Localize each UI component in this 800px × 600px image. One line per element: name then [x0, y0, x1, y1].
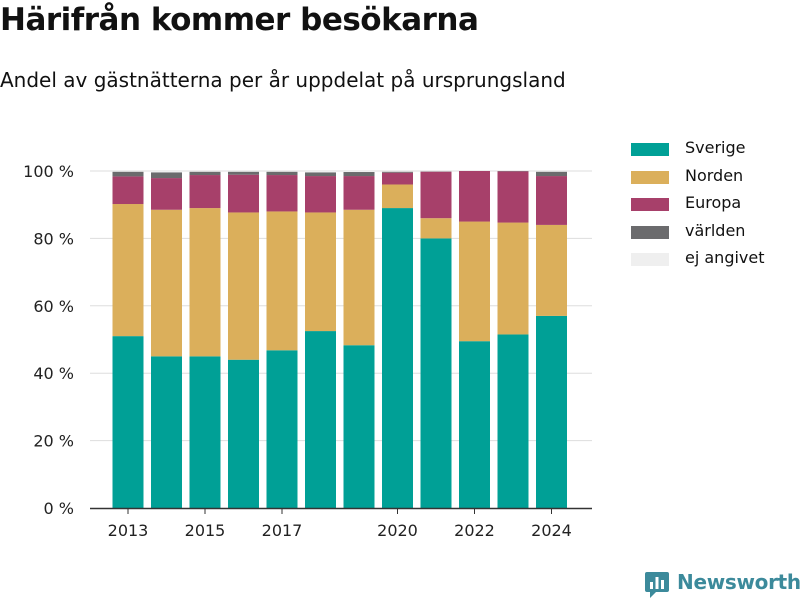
legend-swatch-norden	[631, 170, 669, 184]
bar-sverige-2018[interactable]	[305, 331, 336, 508]
bar-norden-2024[interactable]	[536, 224, 567, 316]
bar-europa-2024[interactable]	[536, 176, 567, 225]
bar-ej-angivet-2024[interactable]	[536, 171, 567, 172]
legend-label-sverige: Sverige	[685, 138, 746, 157]
bar-varlden-2016[interactable]	[228, 171, 259, 175]
legend-label-norden: Norden	[685, 165, 744, 185]
page-title: Härifrån kommer besökarna	[0, 2, 479, 38]
bar-ej-angivet-2016[interactable]	[228, 171, 259, 172]
bar-varlden-2024[interactable]	[536, 171, 567, 177]
bar-ej-angivet-2015[interactable]	[189, 171, 221, 172]
bar-europa-2019[interactable]	[343, 176, 375, 210]
x-tick-label: 2024	[531, 521, 572, 540]
page-subtitle: Andel av gästnätterna per år uppdelat på…	[0, 68, 566, 92]
legend-label-europa: Europa	[685, 193, 742, 212]
legend-swatch-ej-angivet	[631, 253, 669, 266]
bar-sverige-2015[interactable]	[189, 356, 221, 508]
x-tick-label: 2020	[377, 521, 418, 540]
bar-europa-2014[interactable]	[151, 178, 182, 210]
bar-ej-angivet-2019[interactable]	[343, 171, 375, 173]
bar-sverige-2014[interactable]	[151, 356, 182, 508]
legend-swatch-europa	[631, 198, 669, 211]
bar-norden-2014[interactable]	[151, 209, 182, 357]
y-tick-label: 100 %	[23, 162, 74, 181]
bar-norden-2023[interactable]	[497, 222, 529, 335]
newsworthy-logo-icon	[645, 572, 669, 598]
x-tick-label: 2022	[454, 521, 495, 540]
bar-sverige-2016[interactable]	[228, 359, 259, 508]
bar-sverige-2013[interactable]	[112, 336, 144, 508]
x-tick-label: 2017	[262, 521, 303, 540]
bar-sverige-2020[interactable]	[382, 208, 413, 508]
y-tick-label: 80 %	[33, 229, 74, 248]
x-tick-label: 2015	[185, 521, 226, 540]
legend-label-varlden: världen	[685, 220, 746, 240]
bar-varlden-2014[interactable]	[151, 172, 182, 179]
bar-varlden-2018[interactable]	[305, 172, 336, 177]
bar-sverige-2021[interactable]	[420, 238, 452, 508]
bar-ej-angivet-2014[interactable]	[151, 171, 182, 173]
bar-norden-2019[interactable]	[343, 209, 375, 346]
bar-norden-2013[interactable]	[112, 204, 144, 337]
bar-europa-2016[interactable]	[228, 174, 259, 213]
bar-europa-2021[interactable]	[420, 171, 452, 219]
brand-name: Newsworthy	[677, 570, 800, 594]
bar-norden-2017[interactable]	[266, 211, 298, 351]
bar-europa-2018[interactable]	[305, 176, 336, 213]
bar-norden-2022[interactable]	[459, 221, 490, 342]
bar-varlden-2017[interactable]	[266, 171, 298, 176]
bar-varlden-2015[interactable]	[189, 171, 221, 176]
bar-norden-2015[interactable]	[189, 208, 221, 357]
y-tick-label: 0 %	[44, 499, 74, 518]
legend-label-ej-angivet: ej angivet	[685, 248, 765, 267]
bar-europa-2015[interactable]	[189, 175, 221, 209]
y-tick-label: 40 %	[33, 364, 74, 383]
bar-varlden-2013[interactable]	[112, 171, 144, 177]
bar-sverige-2022[interactable]	[459, 341, 490, 508]
bar-europa-2023[interactable]	[497, 171, 529, 223]
y-tick-label: 20 %	[33, 432, 74, 451]
y-tick-label: 60 %	[33, 297, 74, 316]
bar-europa-2017[interactable]	[266, 175, 298, 212]
bar-europa-2020[interactable]	[382, 172, 413, 185]
bar-ej-angivet-2017[interactable]	[266, 171, 298, 172]
bar-sverige-2023[interactable]	[497, 334, 529, 508]
bar-norden-2020[interactable]	[382, 184, 413, 209]
bar-ej-angivet-2018[interactable]	[305, 171, 336, 173]
x-tick-label: 2013	[108, 521, 149, 540]
bar-norden-2018[interactable]	[305, 212, 336, 332]
bar-sverige-2019[interactable]	[343, 345, 375, 508]
legend-swatch-sverige	[631, 143, 669, 156]
bar-europa-2022[interactable]	[459, 171, 490, 222]
bar-ej-angivet-2020[interactable]	[382, 171, 413, 172]
bar-sverige-2017[interactable]	[266, 350, 298, 508]
bar-norden-2016[interactable]	[228, 212, 259, 360]
bar-varlden-2020[interactable]	[382, 171, 413, 173]
bar-europa-2013[interactable]	[112, 176, 144, 205]
bar-ej-angivet-2013[interactable]	[112, 171, 144, 172]
legend-swatch-varlden	[631, 225, 669, 239]
bar-sverige-2024[interactable]	[536, 315, 567, 508]
bar-norden-2021[interactable]	[420, 218, 452, 239]
bar-varlden-2019[interactable]	[343, 172, 375, 177]
